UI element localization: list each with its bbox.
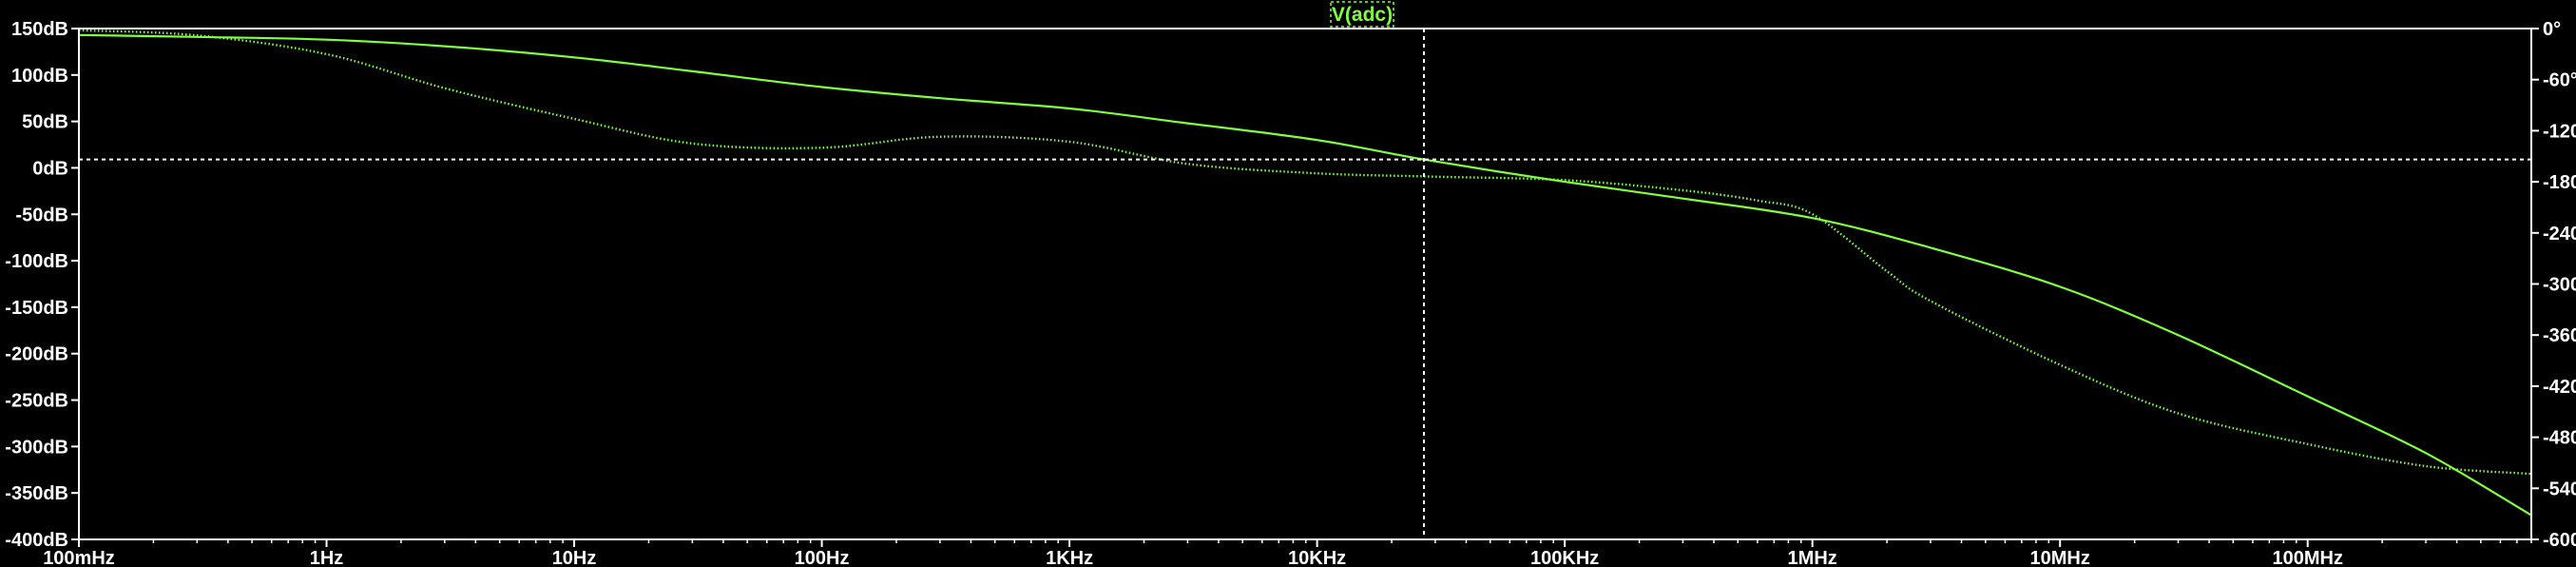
x-axis-tick-label: 10Hz: [552, 548, 597, 567]
left-axis-tick-label: 150dB: [11, 19, 68, 40]
x-axis-tick-label: 1MHz: [1788, 548, 1837, 567]
left-axis-tick-label: 50dB: [22, 112, 68, 133]
right-axis-tick-label: -60°: [2543, 70, 2576, 91]
right-axis-tick-label: -480°: [2543, 428, 2576, 449]
x-axis-tick-label: 10KHz: [1288, 548, 1346, 567]
trace-title-label[interactable]: V(adc): [1332, 4, 1393, 26]
magnitude-trace: [78, 33, 2532, 517]
right-axis-tick-label: 0°: [2543, 19, 2561, 40]
right-axis-tick-label: -600°: [2543, 530, 2576, 551]
left-axis-tick-label: -100dB: [5, 251, 68, 272]
x-axis-tick-label: 100MHz: [2272, 548, 2342, 567]
left-axis-tick-label: -200dB: [5, 344, 68, 365]
left-axis-tick-label: -350dB: [5, 483, 68, 504]
x-axis-frequency: 100mHz 1Hz 10Hz 100Hz 1KHz 10KHz 100KHz 1MHz 10M…: [43, 539, 2532, 567]
left-axis-tick-label: -50dB: [15, 205, 68, 225]
right-axis-tick-label: -180°: [2543, 172, 2576, 193]
x-axis-tick-label: 1KHz: [1046, 548, 1093, 567]
right-axis-tick-label: -360°: [2543, 325, 2576, 346]
x-axis-tick-label: 10MHz: [2030, 548, 2090, 567]
left-axis-tick-label: 0dB: [32, 158, 68, 179]
left-axis-tick-label: -150dB: [5, 298, 68, 319]
right-axis-tick-label: -240°: [2543, 224, 2576, 244]
right-axis-tick-label: -300°: [2543, 275, 2576, 296]
right-axis-phase: 0° -60° -120° -180° -240° -300° -360° -420° -480…: [2531, 19, 2576, 551]
trace-title-box: [1330, 1, 1394, 28]
series-layer: [78, 29, 2532, 517]
left-axis-magnitude: 150dB 100dB 50dB 0dB -50dB -100dB -150dB -200dB…: [5, 19, 79, 551]
left-axis-tick-label: -300dB: [5, 437, 68, 458]
trace-title[interactable]: V(adc): [1330, 1, 1394, 28]
right-axis-tick-label: -420°: [2543, 377, 2576, 398]
left-axis-tick-label: 100dB: [11, 66, 68, 87]
left-axis-tick-label: -400dB: [5, 530, 68, 551]
x-axis-tick-label: 100Hz: [795, 548, 850, 567]
x-axis-tick-label: 1Hz: [310, 548, 344, 567]
right-axis-tick-label: -120°: [2543, 121, 2576, 142]
right-axis-tick-label: -540°: [2543, 479, 2576, 499]
x-axis-tick-label: 100mHz: [43, 548, 115, 567]
left-axis-tick-label: -250dB: [5, 391, 68, 412]
x-axis-tick-label: 100KHz: [1530, 548, 1599, 567]
cursor-layer[interactable]: [79, 29, 2531, 539]
